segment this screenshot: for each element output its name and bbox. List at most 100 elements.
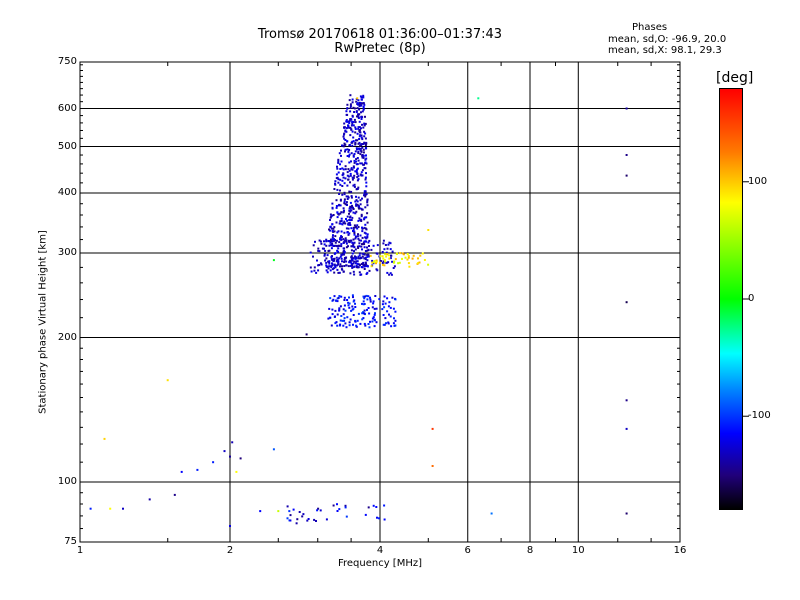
echo-point [361,197,363,200]
echo-point [331,264,334,267]
echo-point [338,241,341,244]
echo-point [343,319,346,322]
echo-point [329,219,331,221]
echo-point [340,253,343,256]
echo-point [357,237,360,240]
echo-point [309,251,312,254]
echo-point [339,220,342,223]
echo-point [352,243,355,246]
echo-point [343,191,346,194]
echo-point [338,307,341,310]
echo-point [359,95,362,98]
echo-point [341,144,343,147]
y-tick-label: 400 [57,187,77,199]
echo-point [229,525,231,527]
echo-point [379,255,382,258]
echo-point [625,399,628,402]
echo-point [364,258,367,261]
echo-point [339,238,341,241]
echo-point [359,162,362,165]
echo-point [360,220,363,222]
echo-point [342,270,345,273]
echo-point [354,306,357,308]
echo-point [352,154,355,157]
echo-point [343,142,346,145]
echo-point [360,150,363,153]
x-tick-label: 2 [226,545,234,556]
echo-point [353,107,356,110]
echo-point [301,515,304,518]
echo-point [342,222,345,224]
echo-point [359,173,362,176]
echo-point [353,118,356,121]
echo-point [332,234,334,237]
echo-point [347,222,350,225]
echo-point [353,174,356,177]
echo-point [336,188,339,191]
echo-point [329,238,332,241]
echo-point [348,324,351,327]
echo-point [368,269,371,272]
echo-point [351,294,354,297]
echo-point [336,510,339,512]
echo-point [352,323,354,326]
echo-point [361,146,364,149]
echo-point [384,253,387,256]
echo-point [366,221,369,224]
echo-point [360,136,363,139]
echo-point [376,269,379,272]
echo-point [362,243,365,246]
echo-point [357,113,359,116]
echo-point [341,193,344,196]
echo-point [353,185,356,188]
echo-point [392,261,395,264]
echo-point [331,236,334,239]
echo-point [336,231,339,234]
echo-point [353,224,356,227]
echo-point [356,319,359,322]
echo-point [345,239,348,242]
echo-point [345,264,348,267]
echo-point [352,136,355,139]
echo-point [366,249,369,252]
echo-point [375,506,378,508]
echo-point [393,324,396,327]
echo-point [277,510,280,513]
echo-point [342,145,345,148]
echo-point [367,506,370,509]
echo-point [298,511,301,513]
echo-point [365,172,367,175]
echo-point [344,309,347,312]
echo-point [335,177,338,180]
echo-point [320,263,323,266]
echo-point [324,249,327,252]
echo-point [343,317,346,320]
echo-point [212,461,215,464]
echo-point [350,309,353,312]
echo-point [173,493,176,496]
echo-point [389,248,392,251]
echo-point [357,152,360,154]
echo-point [386,271,389,274]
echo-point [353,233,356,236]
echo-point [364,195,367,198]
echo-point [345,227,348,230]
echo-point [366,271,369,274]
echo-point [367,295,370,298]
echo-point [362,151,365,154]
echo-point [325,269,328,272]
echo-point [335,244,338,247]
echo-point [418,261,421,264]
echo-point [360,215,363,218]
echo-point [343,202,346,205]
echo-point [323,243,326,246]
echo-point [389,257,392,260]
echo-point [331,202,334,205]
echo-point [362,148,365,151]
echo-point [340,154,342,157]
echo-point [307,518,310,520]
echo-point [358,242,361,245]
echo-point [355,324,358,327]
echo-point [360,143,363,146]
echo-point [352,238,355,241]
